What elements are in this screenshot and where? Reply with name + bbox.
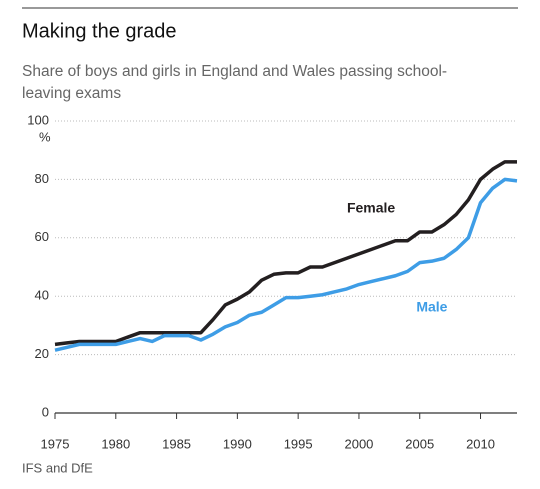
series-line [54, 177, 518, 352]
x-tick-label: 1995 [284, 436, 313, 451]
x-tick-label: 2000 [344, 436, 373, 451]
series-label: Female [347, 199, 395, 215]
y-tick-label: 80 [35, 171, 49, 186]
series-label: Male [416, 299, 447, 315]
y-tick-label: 20 [35, 346, 49, 361]
y-tick-label: 60 [35, 229, 49, 244]
x-tick-label: 2010 [466, 436, 495, 451]
chart-subtitle: Share of boys and girls in England and W… [22, 63, 447, 80]
chart-title: Making the grade [22, 20, 177, 42]
x-tick-label: 1985 [162, 436, 191, 451]
y-unit: % [39, 129, 51, 144]
x-tick-label: 1975 [41, 436, 70, 451]
y-tick-label: 100 [27, 112, 49, 127]
chart-subtitle: leaving exams [22, 85, 121, 102]
y-tick-label: 40 [35, 288, 49, 303]
x-tick-label: 1980 [101, 436, 130, 451]
series-line [54, 160, 517, 347]
x-tick-label: 2005 [405, 436, 434, 451]
source: IFS and DfE [22, 460, 93, 475]
x-tick-label: 1990 [223, 436, 252, 451]
y-tick-label: 0 [42, 404, 49, 419]
